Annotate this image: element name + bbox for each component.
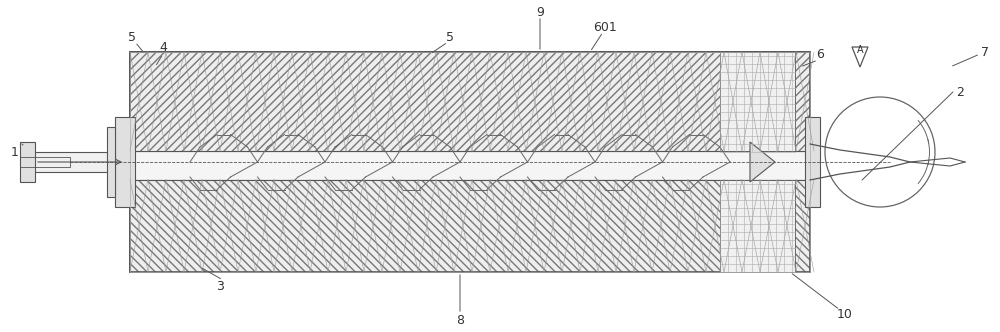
Text: 4: 4 — [159, 41, 167, 53]
Text: 2: 2 — [956, 86, 964, 99]
Text: 7: 7 — [981, 45, 989, 58]
Bar — [130, 151, 810, 180]
Bar — [115, 117, 135, 207]
Bar — [720, 180, 795, 272]
Text: 10: 10 — [837, 307, 853, 320]
Bar — [130, 52, 810, 151]
Bar — [30, 152, 130, 172]
Text: 601: 601 — [593, 21, 617, 34]
Bar — [130, 52, 810, 272]
Text: 9: 9 — [536, 6, 544, 19]
Text: 6: 6 — [816, 47, 824, 60]
Bar — [805, 117, 820, 207]
Bar — [130, 180, 810, 272]
Bar — [130, 52, 810, 151]
Text: 5: 5 — [446, 31, 454, 43]
Bar — [130, 52, 810, 272]
Text: 5: 5 — [128, 31, 136, 43]
Bar — [107, 127, 115, 197]
Text: A: A — [857, 45, 863, 55]
Text: 3: 3 — [216, 281, 224, 293]
Bar — [20, 142, 35, 182]
Bar — [20, 157, 70, 167]
Bar — [130, 180, 810, 272]
Polygon shape — [750, 142, 775, 182]
Bar — [720, 52, 795, 151]
Bar — [130, 52, 810, 272]
Text: 8: 8 — [456, 313, 464, 326]
Bar — [130, 151, 810, 180]
Text: 1: 1 — [11, 145, 19, 158]
